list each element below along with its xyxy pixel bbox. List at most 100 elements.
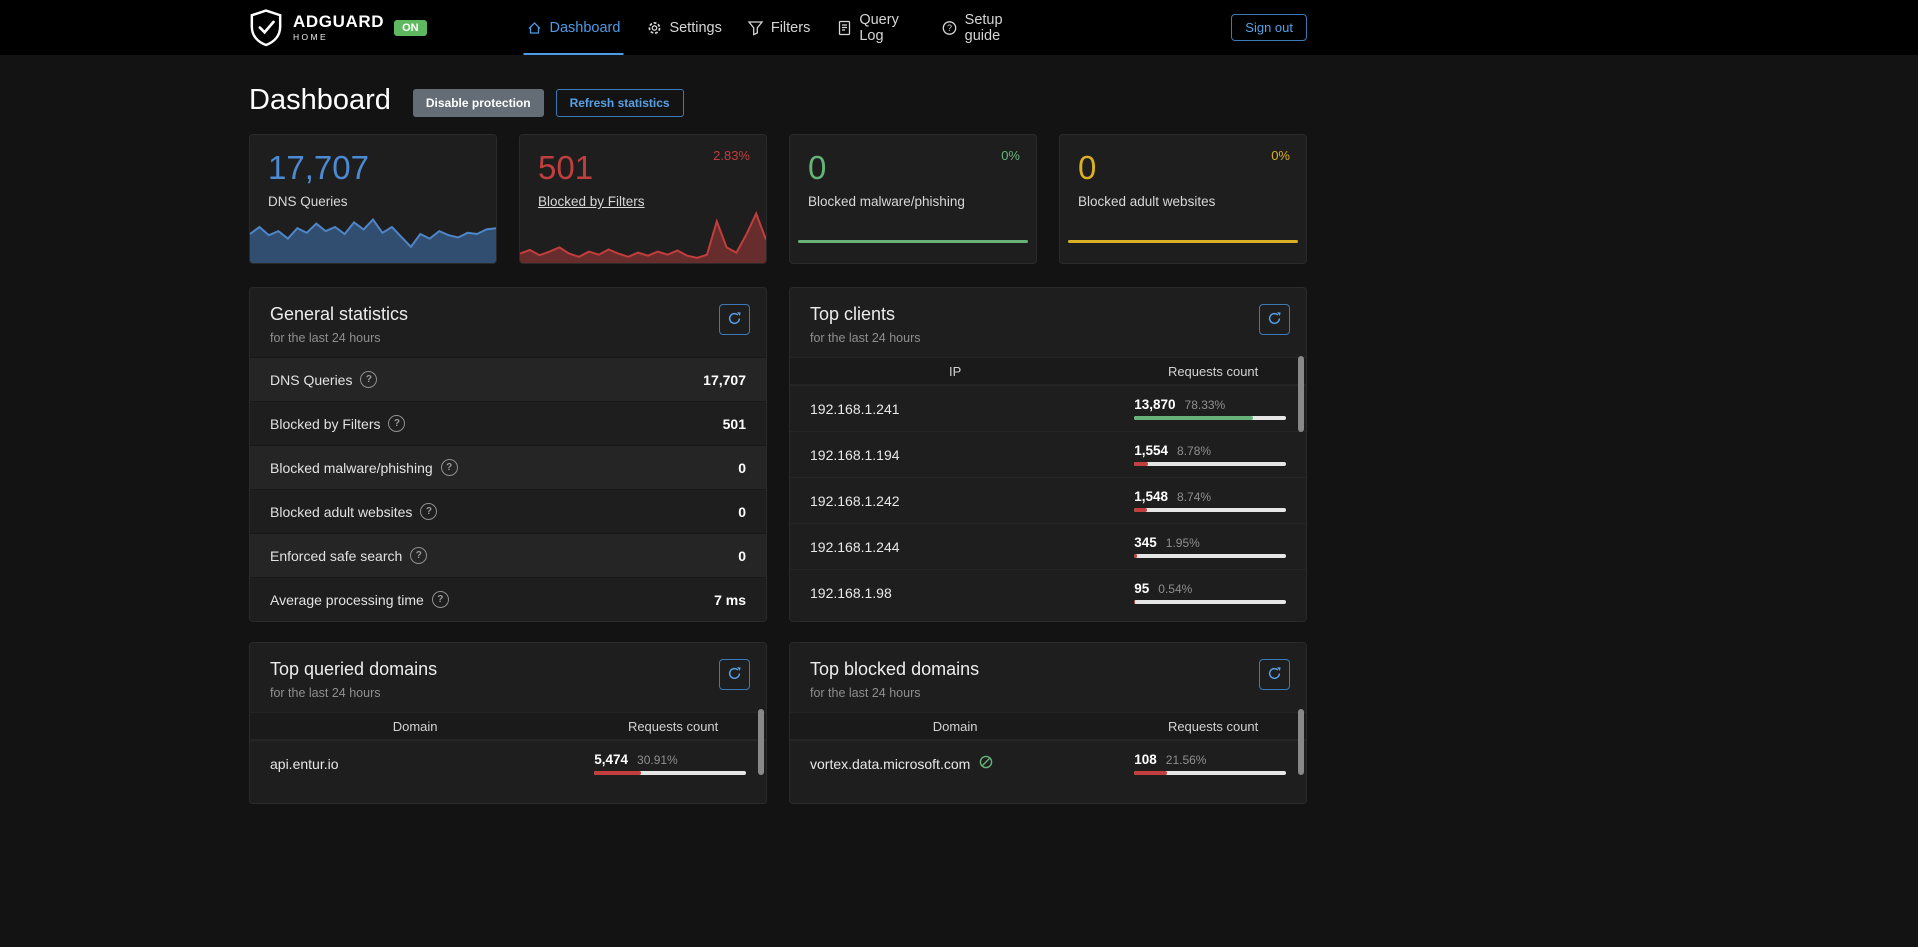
- requests-count: 5,474: [594, 752, 629, 767]
- refresh-button[interactable]: [1259, 659, 1290, 690]
- blocked-filters-sparkline: [520, 211, 766, 263]
- help-icon[interactable]: ?: [388, 415, 406, 432]
- column-header-domain: Domain: [932, 718, 978, 734]
- refresh-button[interactable]: [719, 304, 750, 335]
- client-ip: 192.168.1.194: [810, 446, 900, 463]
- general-statistics-panel: General statistics for the last 24 hours…: [249, 287, 767, 622]
- column-header-domain: Domain: [392, 718, 438, 734]
- blocked-malware-percent: 0%: [1001, 148, 1020, 163]
- client-ip: 192.168.1.244: [810, 538, 900, 555]
- requests-count: 1,554: [1134, 443, 1169, 458]
- top-queried-domains-panel: Top queried domains for the last 24 hour…: [249, 642, 767, 804]
- brand-subtitle: HOME: [293, 32, 329, 43]
- stat-label: DNS Queries: [270, 371, 353, 388]
- nav-item-filters[interactable]: Filters: [735, 0, 823, 55]
- panel-subtitle: for the last 24 hours: [810, 686, 921, 700]
- top-blocked-domains-table: Domain Requests count vortex.data.micros…: [790, 712, 1306, 786]
- nav-item-dashboard[interactable]: Dashboard: [514, 0, 634, 55]
- funnel-icon: [747, 20, 764, 36]
- table-row: 192.168.1.241 13,870 78.33%: [790, 385, 1306, 431]
- client-ip: 192.168.1.241: [810, 400, 900, 417]
- dns-queries-value: 17,707: [268, 149, 369, 186]
- shield-check-icon: [249, 8, 283, 47]
- scrollbar-thumb[interactable]: [1298, 356, 1304, 432]
- usage-bar: [1134, 416, 1286, 420]
- help-icon[interactable]: ?: [420, 503, 438, 520]
- stat-label: Average processing time: [270, 591, 424, 608]
- blocked-adult-percent: 0%: [1271, 148, 1290, 163]
- scrollbar-thumb[interactable]: [758, 709, 764, 775]
- stat-card-blocked-malware: 0 Blocked malware/phishing 0%: [789, 134, 1037, 264]
- panel-title: General statistics: [270, 304, 409, 324]
- stat-row: Blocked malware/phishing? 0: [250, 445, 766, 489]
- page-title: Dashboard: [249, 83, 391, 116]
- stat-card-blocked-filters: 501 Blocked by Filters 2.83%: [519, 134, 767, 264]
- brand-title: ADGUARD: [293, 12, 385, 32]
- requests-percent: 8.78%: [1177, 444, 1212, 458]
- scrollbar-thumb[interactable]: [1298, 709, 1304, 775]
- question-circle-icon: ?: [942, 20, 958, 36]
- stat-row: Enforced safe search? 0: [250, 533, 766, 577]
- nav-label: Query Log: [859, 11, 899, 44]
- usage-bar: [594, 771, 746, 775]
- help-icon[interactable]: ?: [410, 547, 428, 564]
- requests-percent: 30.91%: [637, 753, 678, 767]
- panel-subtitle: for the last 24 hours: [270, 331, 381, 345]
- blocked-filters-link[interactable]: Blocked by Filters: [538, 194, 645, 209]
- adguard-home-logo[interactable]: ADGUARD HOME ON: [249, 8, 427, 47]
- nav-item-setup-guide[interactable]: ? Setup guide: [929, 0, 1043, 55]
- top-queried-domains-table: Domain Requests count api.entur.io 5,474…: [250, 712, 766, 786]
- requests-percent: 78.33%: [1184, 398, 1226, 412]
- domain-name: api.entur.io: [270, 755, 339, 772]
- tracker-blocked-icon[interactable]: [978, 754, 994, 773]
- table-row: 192.168.1.244 345 1.95%: [790, 523, 1306, 569]
- refresh-icon: [727, 666, 742, 684]
- disable-protection-button[interactable]: Disable protection: [412, 89, 544, 117]
- help-icon[interactable]: ?: [431, 591, 449, 608]
- nav-item-settings[interactable]: Settings: [633, 0, 734, 55]
- nav-item-query-log[interactable]: Query Log: [823, 0, 928, 55]
- column-header-requests: Requests count: [1167, 363, 1259, 379]
- column-header-requests: Requests count: [1167, 718, 1259, 734]
- table-row: api.entur.io 5,474 30.91%: [250, 740, 766, 786]
- panel-subtitle: for the last 24 hours: [270, 686, 381, 700]
- top-navbar: ADGUARD HOME ON Dashboard Settings: [0, 0, 1918, 55]
- requests-count: 95: [1134, 581, 1150, 596]
- refresh-icon: [1267, 666, 1282, 684]
- requests-percent: 21.56%: [1165, 753, 1207, 767]
- blocked-filters-value: 501: [538, 149, 594, 186]
- dns-queries-label: DNS Queries: [268, 194, 348, 209]
- general-statistics-table: DNS Queries? 17,707 Blocked by Filters? …: [250, 357, 766, 621]
- column-header-ip: IP: [948, 363, 962, 379]
- help-icon[interactable]: ?: [440, 459, 458, 476]
- blocked-malware-label: Blocked malware/phishing: [808, 194, 965, 209]
- nav-label: Settings: [669, 19, 722, 36]
- blocked-adult-flatline: [1068, 240, 1298, 243]
- stat-value: 17,707: [703, 371, 746, 388]
- stat-value: 7 ms: [714, 591, 746, 608]
- table-row: vortex.data.microsoft.com 108 21.56%: [790, 740, 1306, 786]
- top-clients-table: IP Requests count 192.168.1.241 13,870 78…: [790, 357, 1306, 615]
- requests-count: 13,870: [1134, 397, 1176, 412]
- dashboard-icon: [527, 20, 543, 36]
- requests-percent: 1.95%: [1165, 536, 1200, 550]
- sign-out-button[interactable]: Sign out: [1231, 14, 1307, 41]
- stat-row: Blocked by Filters? 501: [250, 401, 766, 445]
- blocked-adult-value: 0: [1078, 149, 1097, 186]
- refresh-button[interactable]: [1259, 304, 1290, 335]
- help-icon[interactable]: ?: [360, 371, 378, 388]
- refresh-statistics-button[interactable]: Refresh statistics: [555, 89, 684, 117]
- usage-bar: [1134, 462, 1286, 466]
- protection-status-badge: ON: [394, 19, 427, 36]
- document-icon: [836, 20, 852, 36]
- table-row: 192.168.1.194 1,554 8.78%: [790, 431, 1306, 477]
- stat-row: Blocked adult websites? 0: [250, 489, 766, 533]
- blocked-malware-flatline: [798, 240, 1028, 243]
- requests-percent: 8.74%: [1177, 490, 1212, 504]
- top-clients-panel: Top clients for the last 24 hours IP Req…: [789, 287, 1307, 622]
- blocked-malware-value: 0: [808, 149, 827, 186]
- usage-bar: [1134, 554, 1286, 558]
- refresh-button[interactable]: [719, 659, 750, 690]
- nav-label: Filters: [770, 19, 811, 36]
- stat-value: 501: [722, 415, 746, 432]
